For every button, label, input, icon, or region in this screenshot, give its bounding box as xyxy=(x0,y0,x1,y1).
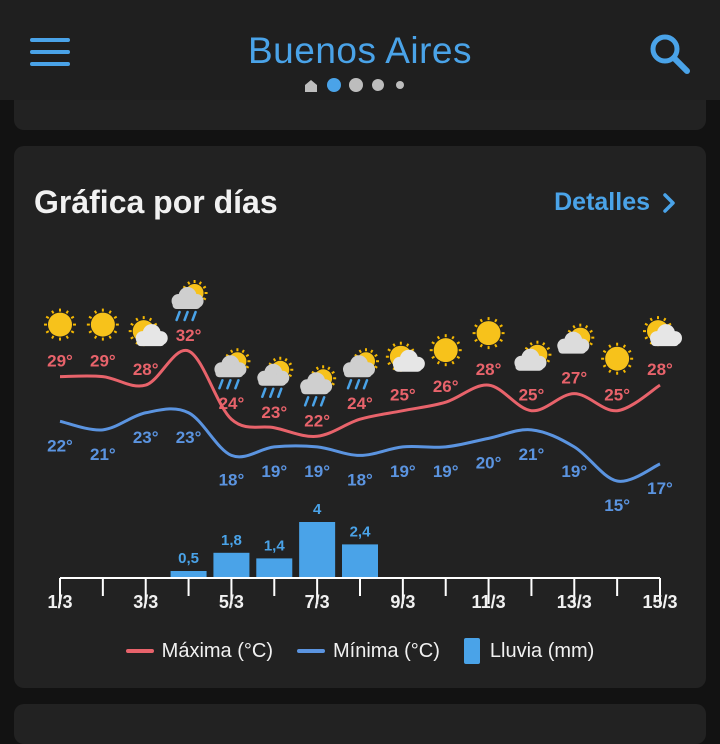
max-temp-label: 28° xyxy=(647,360,673,379)
max-temp-label: 25° xyxy=(604,386,630,405)
max-temp-line xyxy=(59,349,661,438)
menu-icon[interactable] xyxy=(30,38,70,66)
rain-label: 4 xyxy=(313,501,322,518)
min-temp-label: 17° xyxy=(647,479,673,498)
card-title: Gráfica por días xyxy=(34,184,278,220)
previous-card xyxy=(14,100,706,130)
chart-legend: Máxima (°C) Mínima (°C) Lluvia (mm) xyxy=(14,636,706,666)
legend-min: Mínima (°C) xyxy=(296,639,440,663)
page-dot xyxy=(396,81,404,89)
search-icon[interactable] xyxy=(646,30,694,78)
min-temp-label: 21° xyxy=(90,445,116,464)
max-temp-label: 24° xyxy=(219,394,245,413)
app-bar: Buenos Aires xyxy=(0,0,720,100)
max-temp-label: 28° xyxy=(133,360,159,379)
min-temp-label: 19° xyxy=(261,462,287,481)
max-temp-label: 29° xyxy=(90,352,116,371)
rain-bar xyxy=(256,558,293,578)
min-temp-label: 18° xyxy=(219,470,245,489)
min-temp-label: 15° xyxy=(604,496,630,515)
rain-bar xyxy=(170,571,207,578)
sun-cloud-icon xyxy=(128,316,168,347)
legend-max-label: Máxima (°C) xyxy=(161,639,273,662)
max-temp-label: 23° xyxy=(261,403,287,422)
min-temp-label: 21° xyxy=(519,445,545,464)
sun-icon xyxy=(44,308,76,341)
page-dot xyxy=(349,78,363,92)
x-tick-label: 7/3 xyxy=(305,592,330,612)
min-temp-label: 22° xyxy=(47,436,73,455)
page-dot xyxy=(372,79,384,91)
x-tick-label: 11/3 xyxy=(472,592,506,612)
sun-icon xyxy=(86,308,119,341)
rain-bar xyxy=(342,544,378,578)
page-dot-active xyxy=(327,78,341,92)
max-temp-label: 28° xyxy=(476,360,502,379)
home-page-icon xyxy=(305,80,317,92)
min-temp-label: 19° xyxy=(390,462,416,481)
min-temp-label: 23° xyxy=(133,428,159,447)
min-temp-label: 19° xyxy=(561,462,587,481)
page-indicator[interactable] xyxy=(302,76,412,94)
x-tick-label: 1/3 xyxy=(47,592,72,612)
rain-icon xyxy=(300,365,337,407)
sun-cloud-icon xyxy=(385,341,425,372)
sun-cloud-icon xyxy=(643,316,682,347)
legend-rain-label: Lluvia (mm) xyxy=(489,639,595,662)
details-label: Detalles xyxy=(554,188,650,216)
x-tick-label: 15/3 xyxy=(642,592,677,612)
sun-icon xyxy=(429,334,462,367)
legend-min-swatch xyxy=(296,649,325,653)
x-tick-label: 13/3 xyxy=(557,592,592,612)
daily-chart-card: Gráfica por días Detalles 0,5 1,8 1,4 4 2,4 1… xyxy=(14,146,706,688)
min-temp-label: 19° xyxy=(433,462,459,481)
min-temp-label: 19° xyxy=(304,462,330,481)
rain-icon xyxy=(343,348,379,390)
max-temp-label: 25° xyxy=(519,386,545,405)
max-temp-label: 27° xyxy=(561,369,587,388)
sun-icon xyxy=(601,342,634,375)
legend-rain-swatch xyxy=(463,638,480,664)
rain-bar xyxy=(299,522,336,578)
max-temp-label: 24° xyxy=(347,394,373,413)
next-card xyxy=(14,704,706,744)
rain-label: 1,8 xyxy=(221,532,242,549)
max-temp-label: 22° xyxy=(304,411,330,430)
city-title: Buenos Aires xyxy=(247,30,473,71)
x-tick-label: 3/3 xyxy=(133,592,158,612)
max-temp-label: 32° xyxy=(176,326,202,345)
rain-bar xyxy=(213,552,250,578)
min-temp-line xyxy=(59,407,661,483)
legend-min-label: Mínima (°C) xyxy=(332,639,440,662)
rain-icon xyxy=(171,280,208,322)
x-tick-label: 9/3 xyxy=(390,592,415,612)
details-button[interactable]: Detalles xyxy=(554,188,676,217)
daily-chart: 0,5 1,8 1,4 4 2,4 1/3 3/3 5/3 7/3 9/3 11/3 13/3 15/3… xyxy=(44,280,682,612)
partly-cloudy-icon xyxy=(514,340,552,371)
legend-rain: Lluvia (mm) xyxy=(463,638,595,664)
partly-cloudy-icon xyxy=(557,323,595,354)
rain-label: 0,5 xyxy=(178,550,199,567)
rain-label: 2,4 xyxy=(350,523,372,540)
rain-icon xyxy=(257,356,294,399)
min-temp-label: 18° xyxy=(347,470,373,489)
max-temp-label: 29° xyxy=(47,352,73,371)
rain-label: 1,4 xyxy=(264,537,286,554)
legend-max: Máxima (°C) xyxy=(125,639,273,663)
min-temp-label: 20° xyxy=(476,453,502,472)
chevron-right-icon xyxy=(663,192,675,213)
max-temp-label: 25° xyxy=(390,386,416,405)
min-temp-label: 23° xyxy=(176,428,202,447)
sun-icon xyxy=(472,317,505,350)
legend-max-swatch xyxy=(125,649,154,653)
max-temp-label: 26° xyxy=(433,377,459,396)
x-tick-label: 5/3 xyxy=(219,592,244,612)
rain-icon xyxy=(214,348,251,390)
